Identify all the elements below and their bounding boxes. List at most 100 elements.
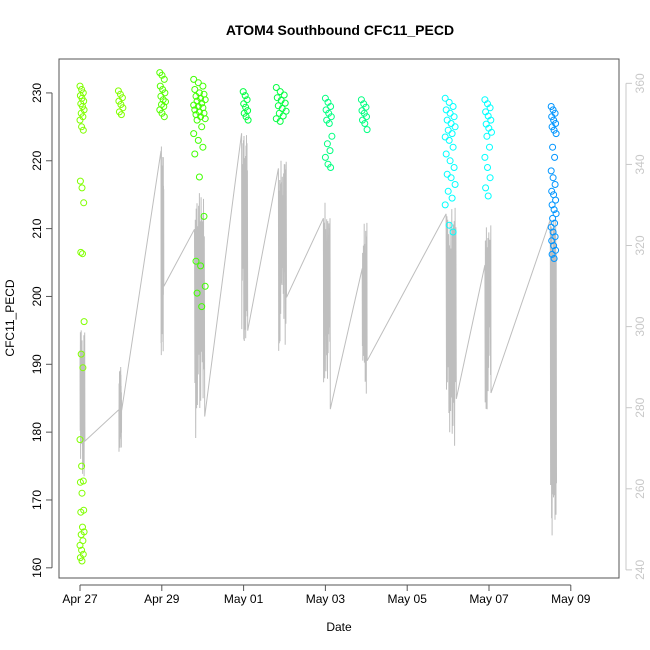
data-point <box>276 117 284 125</box>
data-point <box>76 554 84 562</box>
data-point <box>79 126 87 134</box>
data-point <box>450 113 458 121</box>
y-tick-label: 160 <box>30 557 44 577</box>
line-series <box>79 133 557 536</box>
data-point <box>551 219 559 227</box>
data-point <box>484 192 492 200</box>
data-point <box>114 87 122 95</box>
data-point <box>76 82 84 90</box>
data-point <box>550 206 558 214</box>
plot-frame <box>58 58 620 579</box>
data-point <box>158 71 166 79</box>
y2-tick-label: 360 <box>633 73 647 93</box>
series-cluster-may09 <box>547 103 560 262</box>
y-tick-label: 190 <box>30 354 44 374</box>
series-cluster-may02 <box>272 84 290 125</box>
data-point <box>240 100 248 108</box>
data-point <box>76 436 84 444</box>
data-point <box>550 242 558 250</box>
y2-tick-label: 260 <box>633 478 647 498</box>
x-axis: Apr 27 Apr 29 May 01 May 03 May 05 May 07 May … <box>62 584 591 606</box>
data-point <box>548 250 556 258</box>
secondary-y-axis: 240 260 280 300 320 340 360 <box>625 73 647 580</box>
data-point <box>192 257 200 265</box>
data-point <box>190 130 198 138</box>
data-point <box>244 116 252 124</box>
data-point <box>78 546 86 554</box>
data-point <box>327 164 335 171</box>
series-cluster-may03 <box>321 94 336 171</box>
x-tick-label: May 03 <box>306 592 346 606</box>
data-point <box>552 246 560 254</box>
data-point <box>442 106 450 114</box>
data-point <box>78 184 86 192</box>
data-point <box>445 221 453 229</box>
data-point <box>201 282 209 290</box>
y-tick-label: 180 <box>30 422 44 442</box>
data-point <box>443 170 451 178</box>
data-point <box>548 201 556 209</box>
data-point <box>548 187 556 195</box>
data-point <box>447 174 455 182</box>
data-point <box>194 136 202 144</box>
data-point <box>78 123 86 131</box>
data-point <box>272 84 280 91</box>
data-point <box>547 223 555 231</box>
data-point <box>547 103 555 110</box>
data-point <box>443 116 451 124</box>
y-axis: 160 170 180 190 200 210 220 230 <box>30 83 53 578</box>
x-tick-label: May 09 <box>551 592 591 606</box>
x-tick-label: Apr 27 <box>62 592 98 606</box>
data-point <box>190 101 198 109</box>
data-point <box>119 104 127 112</box>
data-point <box>190 75 198 83</box>
data-point <box>486 143 493 151</box>
data-point <box>161 89 169 97</box>
series-cluster-apr30 <box>190 75 209 311</box>
data-point <box>552 130 560 138</box>
data-point <box>441 94 449 102</box>
data-point <box>201 115 209 123</box>
data-point <box>195 173 203 181</box>
points-layer <box>76 69 560 565</box>
data-point <box>448 194 456 202</box>
series-cluster-apr28 <box>114 87 127 119</box>
y-tick-label: 200 <box>30 286 44 306</box>
data-point <box>451 181 459 188</box>
data-point <box>197 262 205 270</box>
data-point <box>549 174 557 182</box>
data-point <box>327 103 335 110</box>
data-point <box>77 248 85 256</box>
data-point <box>446 109 454 117</box>
data-point <box>193 289 201 297</box>
data-point <box>550 255 558 262</box>
data-point <box>327 113 335 121</box>
data-point <box>445 136 453 144</box>
data-point <box>361 120 369 127</box>
data-point <box>76 177 84 185</box>
series-cluster-may04 <box>357 96 371 134</box>
y-axis-label: CFC11_PECD <box>3 279 17 356</box>
x-tick-label: May 05 <box>388 592 428 606</box>
data-point <box>78 462 86 470</box>
data-point <box>448 130 456 138</box>
data-point <box>549 106 557 114</box>
data-point <box>115 97 123 105</box>
line-series-layer <box>79 133 557 536</box>
data-point <box>484 164 491 171</box>
data-point <box>487 116 495 124</box>
data-point <box>200 212 208 220</box>
data-point <box>160 113 168 121</box>
data-point <box>239 88 247 96</box>
data-point <box>242 113 250 121</box>
series-cluster-apr29 <box>156 69 169 121</box>
data-point <box>159 96 167 104</box>
y2-tick-label: 320 <box>633 235 647 255</box>
y-tick-label: 210 <box>30 218 44 238</box>
series-cluster-may01 <box>239 88 252 124</box>
data-point <box>80 318 88 326</box>
data-point <box>483 132 491 140</box>
data-point <box>328 132 336 140</box>
data-point <box>450 164 458 171</box>
